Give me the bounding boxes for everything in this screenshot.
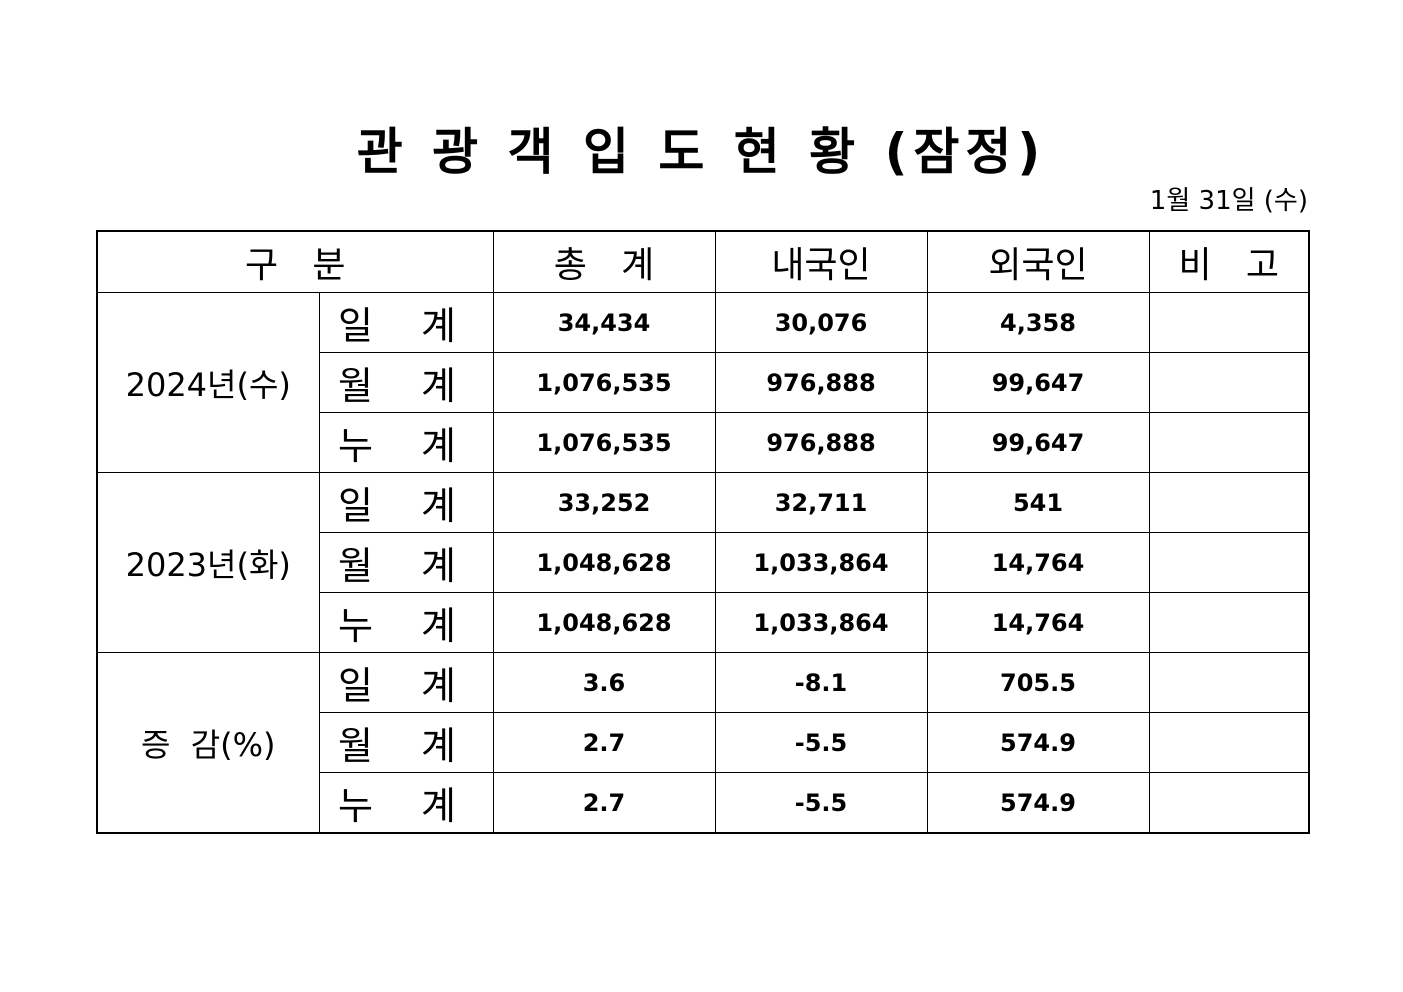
total-cell: 2.7 <box>492 772 716 834</box>
foreign-cell: 99,647 <box>926 352 1150 413</box>
period-label: 일 계 <box>318 472 494 533</box>
report-date: 1월 31일 (수) <box>1149 186 1308 216</box>
table-row: 월 계 2.7 -5.5 574.9 <box>97 712 1310 773</box>
period-label: 일 계 <box>318 292 494 353</box>
table-row: 월 계 1,048,628 1,033,864 14,764 <box>97 532 1310 593</box>
header-row: 구 분 총 계 내국인 외국인 비 고 <box>96 230 1310 293</box>
tourist-arrivals-table: 구 분 총 계 내국인 외국인 비 고 2024년(수) 일 계 34,434 30,… <box>96 230 1310 834</box>
period-label: 월 계 <box>318 532 494 593</box>
note-cell <box>1148 592 1310 653</box>
period-label: 월 계 <box>318 352 494 413</box>
group-label: 2024년(수) <box>96 292 320 473</box>
foreign-cell: 99,647 <box>926 412 1150 473</box>
domestic-cell: 32,711 <box>714 472 928 533</box>
period-label: 누 계 <box>318 772 494 834</box>
domestic-cell: 30,076 <box>714 292 928 353</box>
note-cell <box>1148 532 1310 593</box>
total-cell: 1,076,535 <box>492 412 716 473</box>
foreign-cell: 705.5 <box>926 652 1150 713</box>
total-cell: 1,076,535 <box>492 352 716 413</box>
foreign-cell: 541 <box>926 472 1150 533</box>
note-cell <box>1148 412 1310 473</box>
group-label: 2023년(화) <box>96 472 320 653</box>
total-cell: 34,434 <box>492 292 716 353</box>
table-row: 누 계 2.7 -5.5 574.9 <box>97 772 1310 834</box>
note-cell <box>1148 712 1310 773</box>
total-cell: 1,048,628 <box>492 592 716 653</box>
note-cell <box>1148 292 1310 353</box>
domestic-cell: 976,888 <box>714 412 928 473</box>
domestic-cell: 1,033,864 <box>714 532 928 593</box>
table-row: 2023년(화) 일 계 33,252 32,711 541 <box>96 472 1310 653</box>
foreign-cell: 14,764 <box>926 532 1150 593</box>
header-note: 비 고 <box>1148 230 1310 293</box>
domestic-cell: 1,033,864 <box>714 592 928 653</box>
header-domestic: 내국인 <box>714 230 928 293</box>
table-row: 누 계 1,048,628 1,033,864 14,764 <box>97 592 1310 653</box>
period-label: 일 계 <box>318 652 494 713</box>
note-cell <box>1148 472 1310 533</box>
table-row: 누 계 1,076,535 976,888 99,647 <box>97 412 1310 473</box>
total-cell: 3.6 <box>492 652 716 713</box>
period-label: 누 계 <box>318 412 494 473</box>
domestic-cell: -8.1 <box>714 652 928 713</box>
period-label: 누 계 <box>318 592 494 653</box>
foreign-cell: 14,764 <box>926 592 1150 653</box>
header-total: 총 계 <box>492 230 716 293</box>
domestic-cell: 976,888 <box>714 352 928 413</box>
foreign-cell: 4,358 <box>926 292 1150 353</box>
header-category: 구 분 <box>96 230 494 293</box>
domestic-cell: -5.5 <box>714 772 928 834</box>
header-foreign: 외국인 <box>926 230 1150 293</box>
total-cell: 2.7 <box>492 712 716 773</box>
note-cell <box>1148 772 1310 834</box>
note-cell <box>1148 352 1310 413</box>
table-row: 2024년(수) 일 계 34,434 30,076 4,358 <box>96 292 1310 473</box>
group-label: 증 감(%) <box>96 652 320 834</box>
foreign-cell: 574.9 <box>926 712 1150 773</box>
foreign-cell: 574.9 <box>926 772 1150 834</box>
domestic-cell: -5.5 <box>714 712 928 773</box>
page-title: 관 광 객 입 도 현 황 (잠정) <box>356 123 1047 181</box>
total-cell: 33,252 <box>492 472 716 533</box>
period-label: 월 계 <box>318 712 494 773</box>
total-cell: 1,048,628 <box>492 532 716 593</box>
note-cell <box>1148 652 1310 713</box>
table-row: 증 감(%) 일 계 3.6 -8.1 705.5 <box>96 652 1310 834</box>
